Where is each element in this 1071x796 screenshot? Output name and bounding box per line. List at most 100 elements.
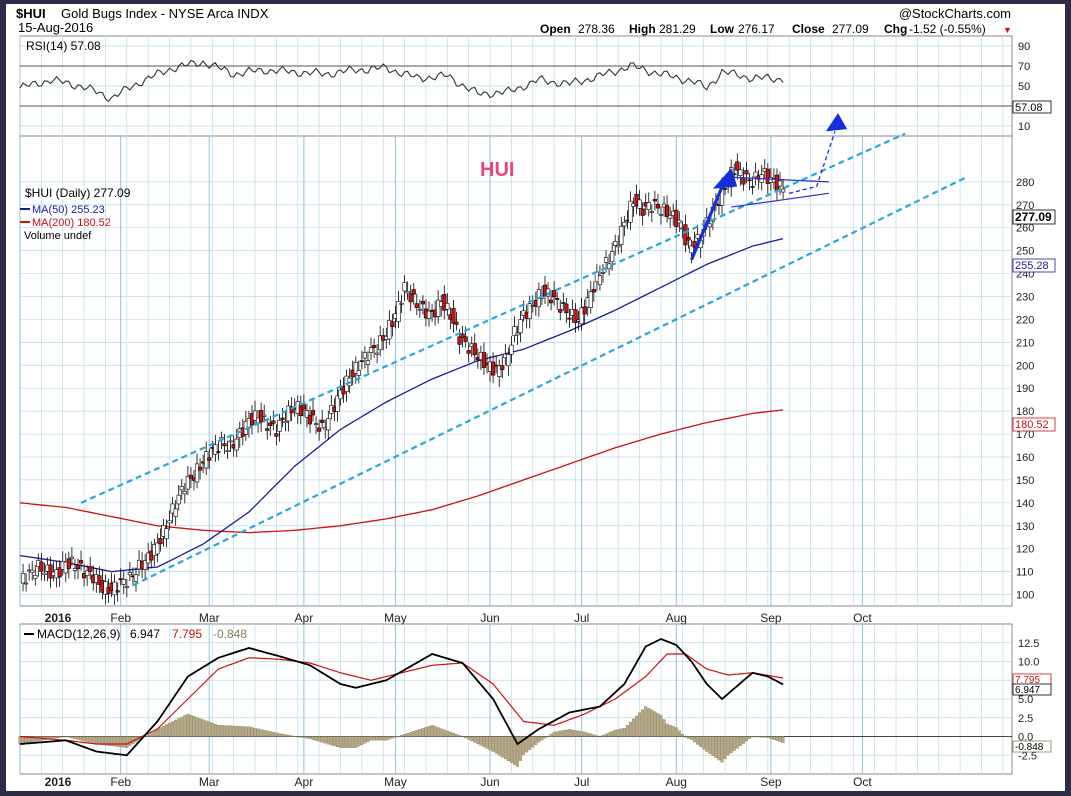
candle-body (188, 474, 194, 479)
macd-histogram-bar (332, 736, 336, 747)
macd-tick-label: -2.5 (1018, 750, 1037, 762)
hui-annotation: HUI (480, 159, 514, 181)
candle-body (194, 463, 200, 483)
macd-histogram-bar (748, 736, 751, 739)
candle-body (133, 574, 139, 582)
macd-histogram-bar (100, 736, 104, 745)
macd-histogram-bar (708, 736, 712, 754)
macd-line-series (19, 638, 784, 757)
candle-body (500, 365, 505, 370)
candle-body (457, 336, 462, 345)
ma200-line (19, 409, 784, 534)
macd-histogram-bar (586, 732, 590, 737)
price-tick-label: 230 (1016, 291, 1034, 303)
macd-histogram-bar (277, 733, 281, 737)
macd-histogram-bar (229, 725, 233, 737)
pennant-upper (731, 176, 829, 183)
macd-histogram-bar (619, 728, 623, 737)
macd-histogram-bar (769, 736, 773, 739)
x-tick-label: Apr (295, 775, 314, 789)
macd-plot (18, 638, 1012, 767)
macd-histogram-bar (415, 730, 419, 737)
macd-histogram-bar (567, 729, 571, 737)
candle-body (408, 293, 413, 303)
candle-body (512, 326, 517, 336)
candle-body (426, 310, 432, 319)
macd-histogram-bar (97, 736, 101, 745)
macd-histogram-bar (653, 711, 657, 737)
down-arrow-icon: ▼ (1003, 25, 1012, 35)
candle-body (573, 309, 578, 323)
x-tick-label: Jul (574, 775, 589, 789)
candle-body (442, 294, 447, 311)
macd-histogram-bar (390, 736, 394, 739)
thrust-arrow-head (712, 168, 738, 189)
macd-histogram-bar (91, 736, 95, 744)
macd-histogram-bar (244, 726, 248, 737)
macd-tick-label: 5.0 (1018, 694, 1033, 706)
candle-body (182, 491, 187, 495)
x-tick-label: Apr (295, 611, 314, 625)
macd-histogram-bar (610, 731, 614, 737)
macd-histogram-bar (412, 731, 416, 737)
candle-body (399, 303, 404, 305)
macd-histogram-bar (540, 736, 544, 741)
macd-histogram-bar (687, 736, 690, 739)
macd-histogram-bar (174, 719, 178, 737)
macd-histogram-bar (418, 729, 422, 737)
macd-histogram-bar (430, 725, 434, 737)
macd-histogram-bar (253, 727, 257, 737)
candle-body (124, 586, 129, 588)
macd-histogram-bar (305, 736, 309, 739)
macd-histogram-bar (574, 730, 577, 737)
candle-body (491, 361, 496, 376)
rsi-label: RSI(14) 57.08 (26, 39, 101, 53)
projection-arrow-head (825, 113, 848, 132)
price-legend: $HUI (Daily) 277.09 MA(50) 255.23 MA(200… (20, 186, 131, 242)
macd-histogram-bar (754, 736, 758, 738)
macd-histogram-bar (271, 732, 275, 737)
candle-body (362, 352, 368, 359)
thrust-arrow-shaft (690, 178, 727, 261)
macd-histogram-bar (580, 731, 584, 737)
price-tick-label: 280 (1016, 177, 1034, 189)
macd-histogram-bar (564, 729, 568, 737)
high-label: High (629, 22, 656, 36)
macd-histogram-bar (595, 735, 599, 737)
macd-histogram-bar (717, 736, 721, 761)
macd-histogram-bar (335, 736, 339, 748)
macd-histogram-bar (393, 736, 397, 738)
candle-body (649, 211, 654, 213)
macd-histogram-bar (644, 706, 648, 737)
x-tick-label: May (384, 611, 407, 625)
macd-histogram-bar (116, 736, 120, 747)
candle-body (664, 205, 670, 217)
macd-label-prefix: MACD(12,26,9) (37, 627, 120, 641)
macd-histogram-bar (778, 736, 782, 742)
candle-body (78, 560, 84, 564)
candle-body (33, 575, 38, 579)
candle-body (24, 582, 29, 585)
candle-body (753, 171, 758, 178)
legend-ma200: MA(200) 180.52 (32, 217, 111, 229)
x-tick-label: Sep (760, 775, 782, 789)
macd-histogram-bar (531, 736, 535, 748)
candle-body (289, 406, 294, 414)
macd-histogram-bar (760, 736, 764, 738)
candle-body (310, 410, 316, 416)
close-label: Close (792, 22, 825, 36)
chg-value: -1.52 (-0.55%) (909, 22, 986, 36)
macd-histogram-bar (775, 736, 779, 741)
candle-body (497, 365, 502, 377)
open-value: 278.36 (578, 22, 615, 36)
candle-body (549, 299, 554, 304)
candle-body (387, 320, 392, 340)
macd-histogram-bar (125, 736, 129, 748)
price-tick-label: 210 (1016, 337, 1034, 349)
macd-histogram-bar (52, 736, 56, 739)
macd-histogram-bar (720, 736, 724, 763)
price-tick-label: 120 (1016, 544, 1034, 556)
candle-body (417, 308, 422, 311)
macd-histogram-bar (168, 722, 172, 737)
macd-histogram-bar (158, 727, 162, 737)
